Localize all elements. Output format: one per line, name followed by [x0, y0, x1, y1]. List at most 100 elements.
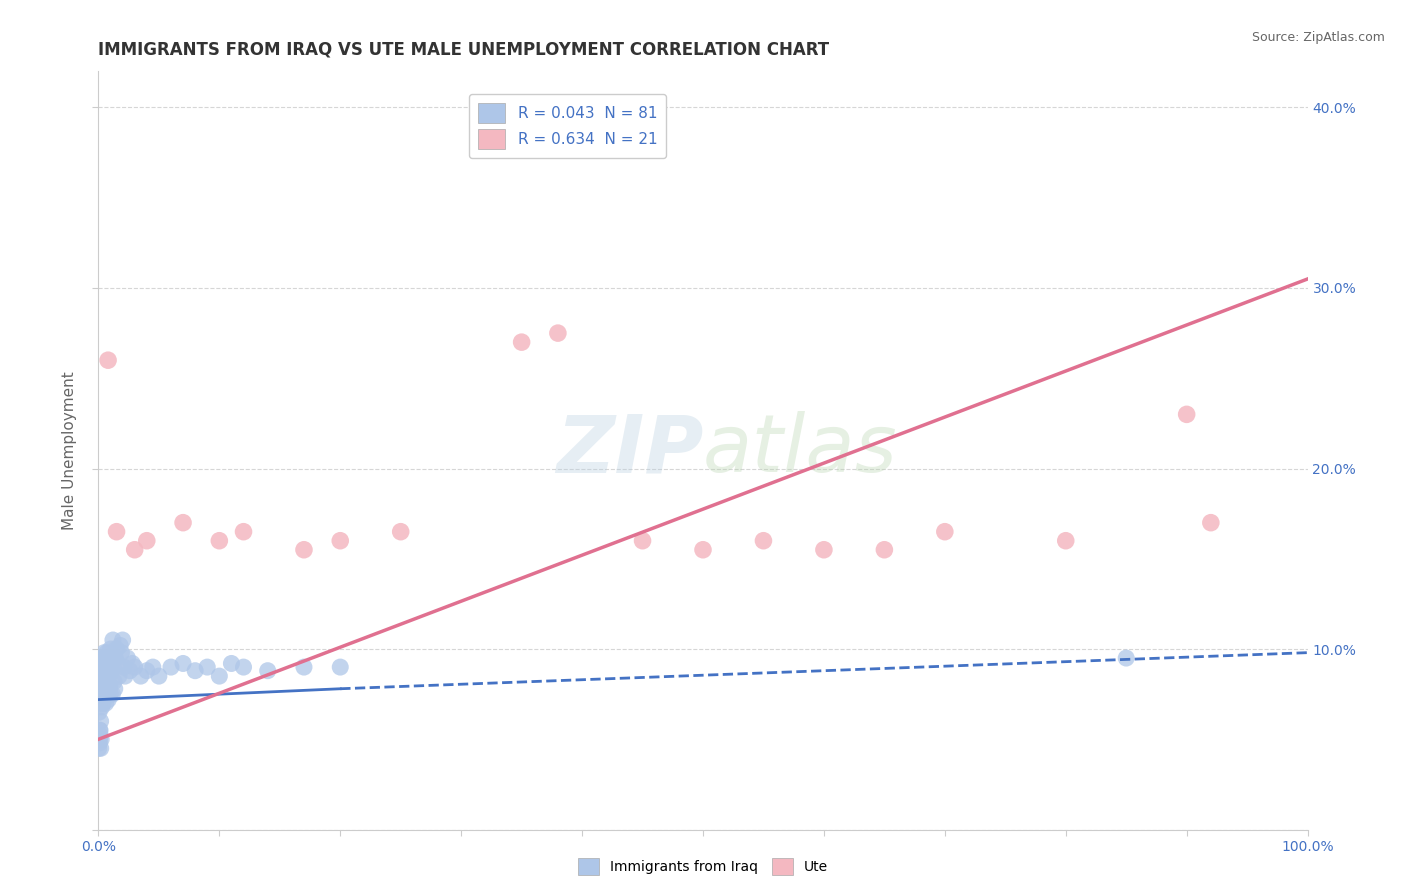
- Point: [135, 533, 157, 548]
- Point: [135, 664, 157, 678]
- Point: [111, 633, 134, 648]
- Point: [96, 681, 118, 696]
- Point: [97, 665, 120, 680]
- Point: [104, 651, 127, 665]
- Text: atlas: atlas: [703, 411, 898, 490]
- Point: [292, 660, 315, 674]
- Point: [98, 687, 121, 701]
- Point: [96, 673, 118, 687]
- Point: [112, 660, 135, 674]
- Point: [329, 533, 352, 548]
- Point: [148, 669, 170, 683]
- Point: [100, 664, 122, 678]
- Point: [91, 651, 114, 665]
- Point: [90, 660, 112, 674]
- Point: [934, 524, 956, 539]
- Legend: Immigrants from Iraq, Ute: Immigrants from Iraq, Ute: [572, 853, 834, 880]
- Point: [813, 542, 835, 557]
- Point: [631, 533, 654, 548]
- Point: [93, 678, 115, 692]
- Point: [94, 651, 117, 665]
- Point: [91, 657, 114, 671]
- Point: [160, 660, 183, 674]
- Point: [93, 646, 115, 660]
- Point: [195, 660, 218, 674]
- Point: [97, 657, 120, 671]
- Point: [96, 687, 118, 701]
- Point: [89, 723, 111, 738]
- Point: [97, 660, 120, 674]
- Point: [90, 732, 112, 747]
- Point: [232, 660, 254, 674]
- Point: [1199, 516, 1222, 530]
- Point: [172, 516, 194, 530]
- Point: [108, 639, 131, 653]
- Point: [124, 542, 146, 557]
- Point: [89, 723, 111, 738]
- Point: [104, 681, 127, 696]
- Point: [873, 542, 896, 557]
- Point: [89, 736, 111, 750]
- Point: [90, 669, 112, 683]
- Point: [1115, 651, 1137, 665]
- Text: IMMIGRANTS FROM IRAQ VS UTE MALE UNEMPLOYMENT CORRELATION CHART: IMMIGRANTS FROM IRAQ VS UTE MALE UNEMPLO…: [98, 41, 830, 59]
- Legend: R = 0.043  N = 81, R = 0.634  N = 21: R = 0.043 N = 81, R = 0.634 N = 21: [468, 95, 666, 158]
- Point: [90, 699, 112, 714]
- Point: [172, 657, 194, 671]
- Point: [100, 642, 122, 657]
- Point: [184, 664, 207, 678]
- Point: [292, 542, 315, 557]
- Point: [105, 642, 128, 657]
- Point: [142, 660, 165, 674]
- Point: [1175, 408, 1198, 422]
- Point: [208, 533, 231, 548]
- Point: [94, 669, 117, 683]
- Point: [98, 669, 121, 683]
- Point: [94, 696, 117, 710]
- Point: [91, 696, 114, 710]
- Point: [94, 660, 117, 674]
- Point: [329, 660, 352, 674]
- Point: [103, 660, 125, 674]
- Point: [692, 542, 714, 557]
- Point: [98, 681, 121, 696]
- Point: [1054, 533, 1077, 548]
- Point: [91, 681, 114, 696]
- Text: ZIP: ZIP: [555, 411, 703, 490]
- Point: [87, 705, 110, 719]
- Point: [101, 687, 124, 701]
- Point: [752, 533, 775, 548]
- Point: [89, 732, 111, 747]
- Point: [91, 674, 114, 689]
- Y-axis label: Male Unemployment: Male Unemployment: [62, 371, 77, 530]
- Point: [117, 651, 139, 665]
- Point: [103, 674, 125, 689]
- Point: [98, 678, 121, 692]
- Point: [90, 714, 112, 729]
- Point: [547, 326, 569, 340]
- Point: [89, 729, 111, 743]
- Point: [107, 657, 129, 671]
- Point: [97, 353, 120, 368]
- Point: [101, 633, 124, 648]
- Point: [124, 660, 146, 674]
- Text: Source: ZipAtlas.com: Source: ZipAtlas.com: [1251, 31, 1385, 45]
- Point: [87, 741, 110, 756]
- Point: [93, 664, 115, 678]
- Point: [93, 690, 115, 705]
- Point: [208, 669, 231, 683]
- Point: [89, 696, 111, 710]
- Point: [389, 524, 412, 539]
- Point: [121, 657, 143, 671]
- Point: [90, 741, 112, 756]
- Point: [129, 669, 152, 683]
- Point: [100, 651, 122, 665]
- Point: [89, 687, 111, 701]
- Point: [90, 692, 112, 706]
- Point: [221, 657, 243, 671]
- Point: [105, 524, 128, 539]
- Point: [93, 687, 115, 701]
- Point: [110, 646, 132, 660]
- Point: [510, 335, 533, 350]
- Point: [96, 678, 118, 692]
